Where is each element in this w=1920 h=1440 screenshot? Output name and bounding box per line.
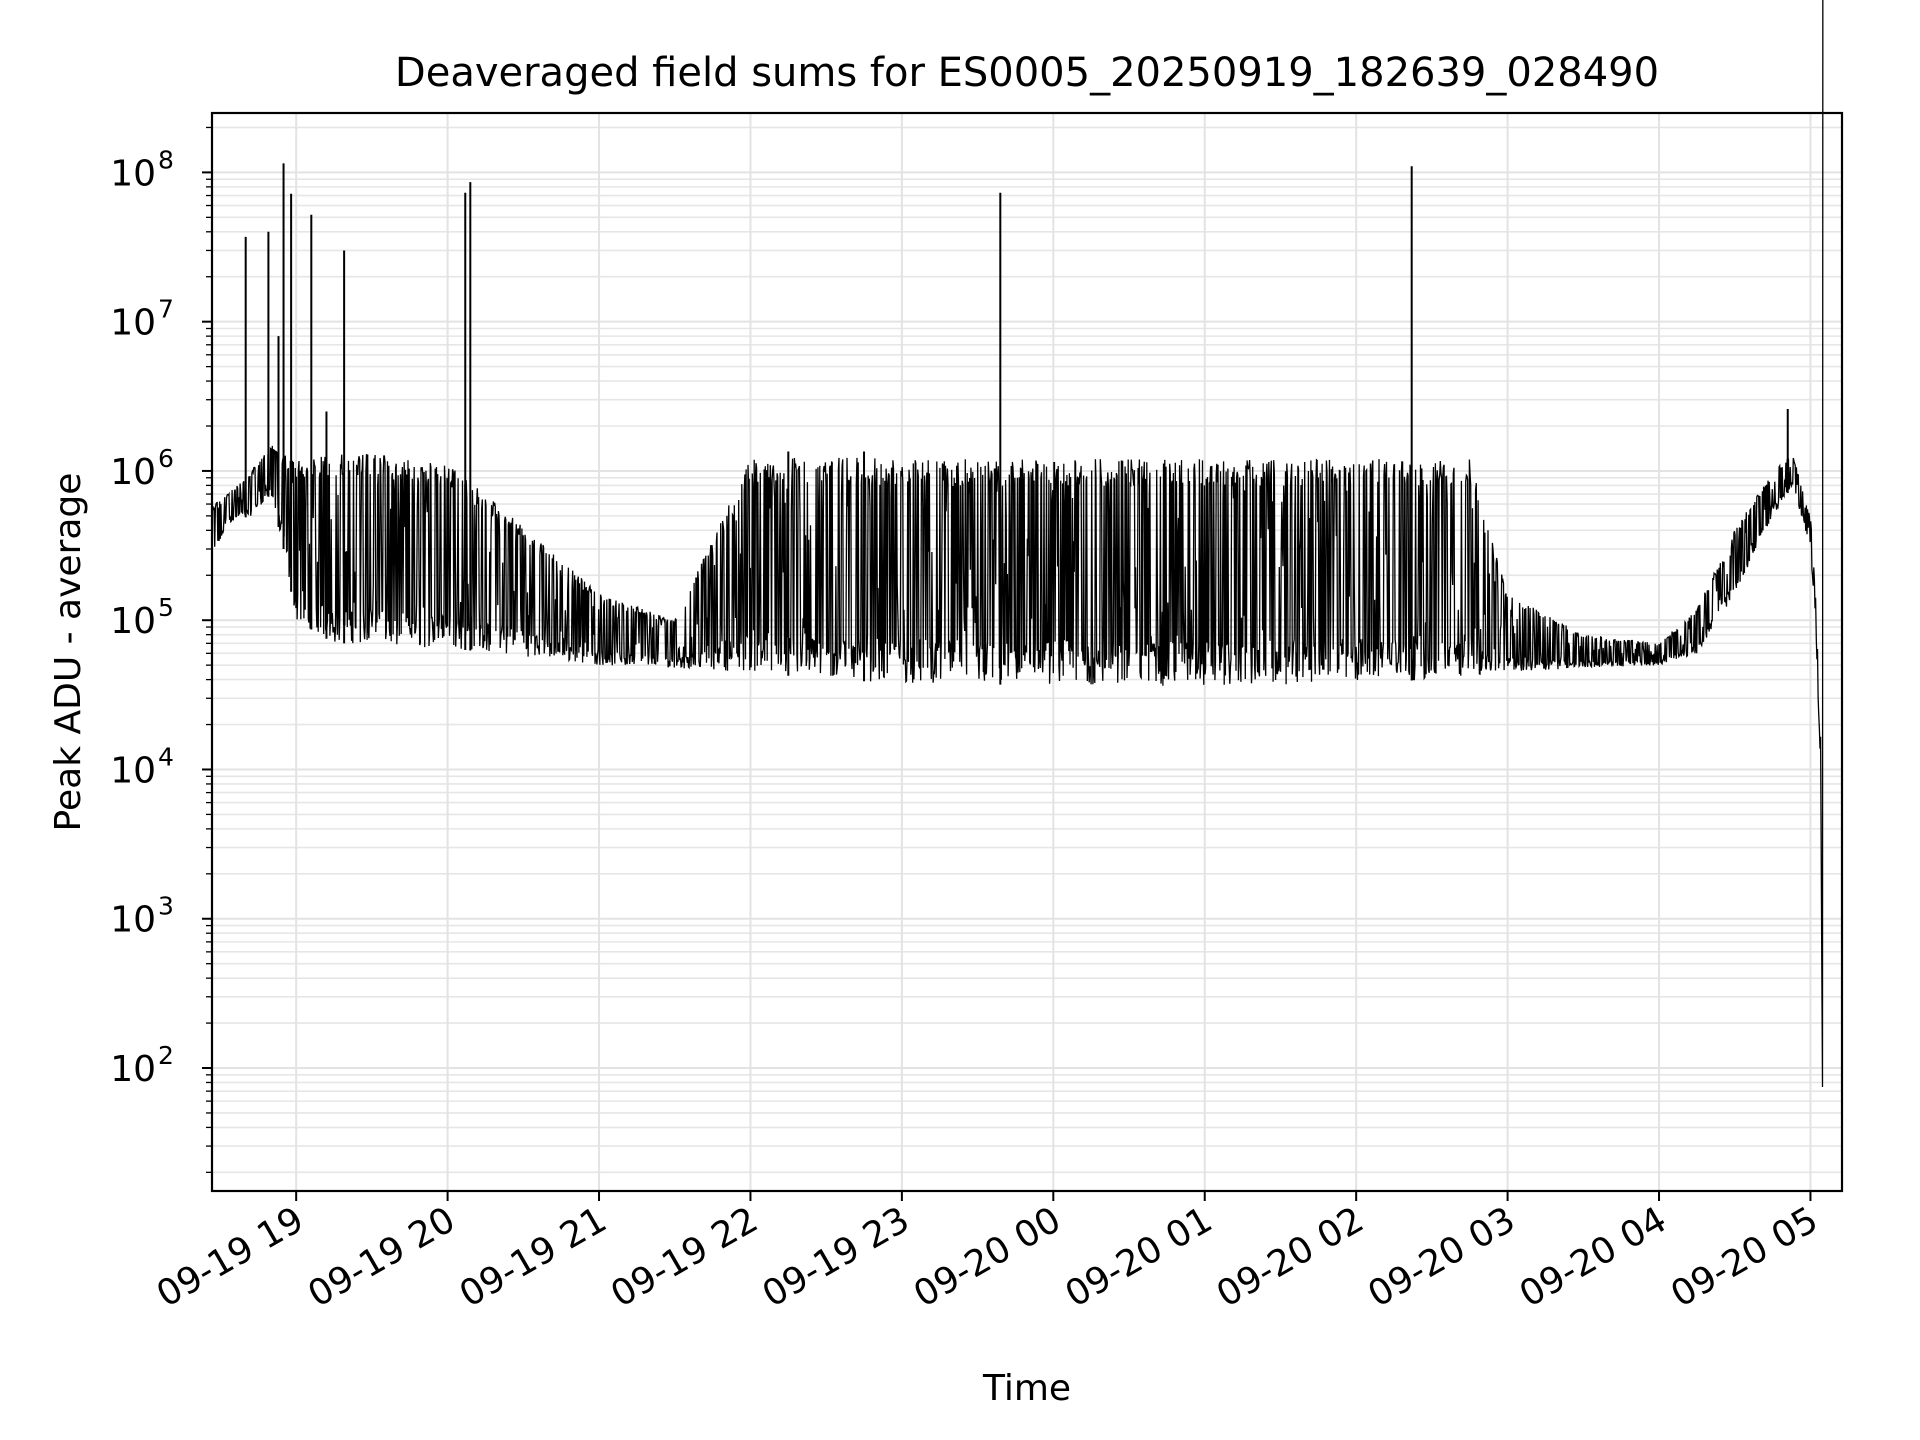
y-tick-exponent: 2 xyxy=(158,1041,174,1070)
y-tick-exponent: 8 xyxy=(158,145,174,174)
y-tick-exponent: 5 xyxy=(158,593,174,622)
y-axis-label: Peak ADU - average xyxy=(48,473,89,832)
y-tick-label: 10 2 xyxy=(110,1041,174,1090)
data-series-line xyxy=(212,0,1824,1088)
y-tick-label: 10 7 xyxy=(110,295,174,344)
y-tick-label: 10 6 xyxy=(110,444,174,493)
y-tick-exponent: 4 xyxy=(158,742,174,771)
plot-frame xyxy=(210,111,1844,1193)
y-tick-label: 10 8 xyxy=(110,145,174,194)
y-tick-base: 10 xyxy=(110,452,156,493)
chart-title: Deaveraged field sums for ES0005_2025091… xyxy=(395,50,1659,96)
y-tick-label: 10 5 xyxy=(110,593,174,642)
y-tick-exponent: 7 xyxy=(158,295,174,324)
y-tick-base: 10 xyxy=(110,601,156,642)
plot-area xyxy=(212,0,1824,1088)
y-tick-base: 10 xyxy=(110,1049,156,1090)
y-tick-base: 10 xyxy=(110,153,156,194)
y-tick-label: 10 3 xyxy=(110,892,174,941)
y-tick-exponent: 3 xyxy=(158,892,174,921)
y-tick-base: 10 xyxy=(110,900,156,941)
y-tick-label: 10 4 xyxy=(110,742,174,791)
x-axis-label: Time xyxy=(982,1368,1071,1409)
y-tick-base: 10 xyxy=(110,750,156,791)
y-tick-base: 10 xyxy=(110,303,156,344)
y-tick-exponent: 6 xyxy=(158,444,174,473)
